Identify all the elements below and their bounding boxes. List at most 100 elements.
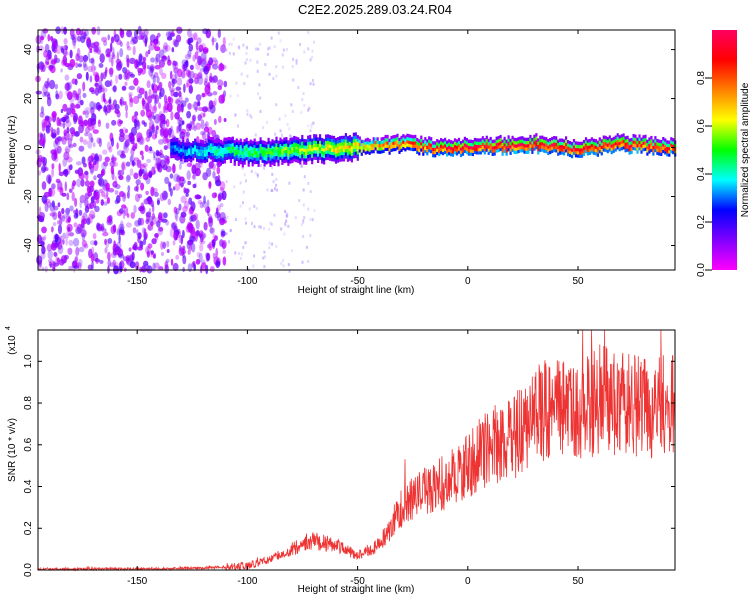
noise-cell bbox=[164, 44, 171, 52]
noise-cell bbox=[219, 187, 225, 193]
ridge-cell bbox=[485, 138, 488, 143]
ridge-cell bbox=[215, 149, 219, 153]
ridge-cell bbox=[465, 150, 468, 155]
noise-cell bbox=[121, 162, 125, 171]
ridge-cell bbox=[537, 144, 540, 149]
ridge-cell bbox=[317, 140, 320, 144]
noise-cell bbox=[104, 247, 108, 254]
ridge-cell bbox=[515, 138, 518, 142]
ridge-cell bbox=[438, 143, 441, 147]
noise-cell bbox=[124, 69, 131, 80]
x-tick-label: 0 bbox=[465, 576, 471, 587]
noise-cell bbox=[208, 57, 213, 66]
ridge-cell bbox=[243, 161, 246, 165]
noise-cell bbox=[137, 35, 144, 41]
noise-cell bbox=[121, 85, 127, 91]
ridge-cell bbox=[444, 147, 447, 151]
ridge-cell bbox=[182, 149, 185, 153]
ridge-cell bbox=[213, 155, 217, 159]
ridge-cell bbox=[418, 139, 421, 143]
noise-cell bbox=[282, 48, 285, 52]
noise-cell bbox=[50, 126, 54, 134]
ridge-cell bbox=[475, 138, 478, 142]
noise-cell bbox=[169, 70, 173, 80]
ridge-cell bbox=[211, 156, 215, 160]
ridge-cell bbox=[323, 151, 326, 155]
noise-cell bbox=[190, 230, 196, 239]
ridge-cell bbox=[459, 153, 463, 158]
ridge-cell bbox=[457, 141, 461, 145]
ridge-cell bbox=[243, 142, 246, 146]
noise-cell bbox=[51, 167, 54, 178]
noise-cell bbox=[104, 194, 108, 200]
noise-cell bbox=[93, 191, 99, 201]
y-tick-label: 0 bbox=[23, 144, 34, 150]
noise-cell bbox=[186, 79, 193, 88]
ridge-cell bbox=[628, 141, 631, 146]
noise-cell bbox=[104, 69, 108, 77]
noise-cell bbox=[110, 137, 115, 147]
ridge-cell bbox=[263, 163, 266, 167]
noise-cell bbox=[250, 116, 253, 119]
noise-cell bbox=[180, 71, 186, 79]
ridge-cell bbox=[342, 142, 345, 146]
noise-cell bbox=[264, 63, 267, 66]
ridge-cell bbox=[293, 142, 296, 146]
ridge-cell bbox=[638, 137, 641, 141]
ridge-cell bbox=[503, 140, 506, 144]
noise-cell bbox=[52, 222, 57, 227]
ridge-cell bbox=[416, 141, 419, 145]
noise-cell bbox=[185, 82, 189, 88]
ridge-cell bbox=[503, 146, 506, 150]
noise-cell bbox=[266, 52, 269, 56]
noise-cell bbox=[245, 46, 248, 50]
ridge-cell bbox=[503, 149, 506, 153]
ridge-cell bbox=[209, 146, 213, 150]
ridge-cell bbox=[400, 135, 403, 140]
ridge-cell bbox=[485, 142, 488, 146]
ridge-cell bbox=[648, 143, 651, 148]
ridge-cell bbox=[344, 152, 347, 156]
colorbar-ticks: 0.00.20.40.60.8 bbox=[696, 71, 712, 277]
noise-cell bbox=[285, 211, 288, 215]
noise-cell bbox=[99, 259, 104, 264]
noise-cell bbox=[35, 90, 42, 95]
noise-cell bbox=[58, 122, 64, 127]
noise-cell bbox=[195, 41, 199, 51]
ridge-cell bbox=[509, 148, 512, 152]
noise-cell bbox=[175, 34, 182, 43]
ridge-cell bbox=[277, 159, 280, 164]
noise-cell bbox=[54, 47, 58, 54]
ridge-cell bbox=[565, 139, 568, 143]
noise-cell bbox=[126, 174, 132, 181]
noise-cell bbox=[65, 207, 70, 215]
ridge-cell bbox=[422, 139, 425, 144]
ridge-cell bbox=[602, 138, 605, 142]
ridge-cell bbox=[289, 150, 292, 155]
ridge-cell bbox=[620, 143, 623, 148]
ridge-cell bbox=[592, 151, 595, 155]
ridge-cell bbox=[184, 152, 187, 156]
noise-cell bbox=[150, 250, 154, 255]
ridge-cell bbox=[297, 140, 300, 144]
ridge-cell bbox=[473, 137, 476, 142]
noise-cell bbox=[226, 215, 229, 219]
ridge-cell bbox=[190, 146, 193, 150]
ridge-cell bbox=[535, 133, 538, 137]
ridge-cell bbox=[259, 137, 262, 141]
noise-cell bbox=[123, 142, 128, 150]
noise-cell bbox=[37, 154, 43, 163]
ridge-cell bbox=[404, 144, 407, 149]
noise-cell bbox=[287, 224, 290, 228]
ridge-cell bbox=[301, 150, 304, 155]
noise-cell bbox=[297, 86, 300, 89]
ridge-cell bbox=[223, 141, 226, 145]
noise-cell bbox=[157, 226, 163, 236]
ridge-cell bbox=[434, 147, 437, 151]
ridge-cell bbox=[332, 145, 336, 149]
ridge-cell bbox=[525, 144, 528, 148]
ridge-cell bbox=[392, 135, 395, 139]
ridge-cell bbox=[273, 146, 276, 151]
noise-cell bbox=[84, 180, 90, 187]
ridge-cell bbox=[420, 138, 423, 143]
